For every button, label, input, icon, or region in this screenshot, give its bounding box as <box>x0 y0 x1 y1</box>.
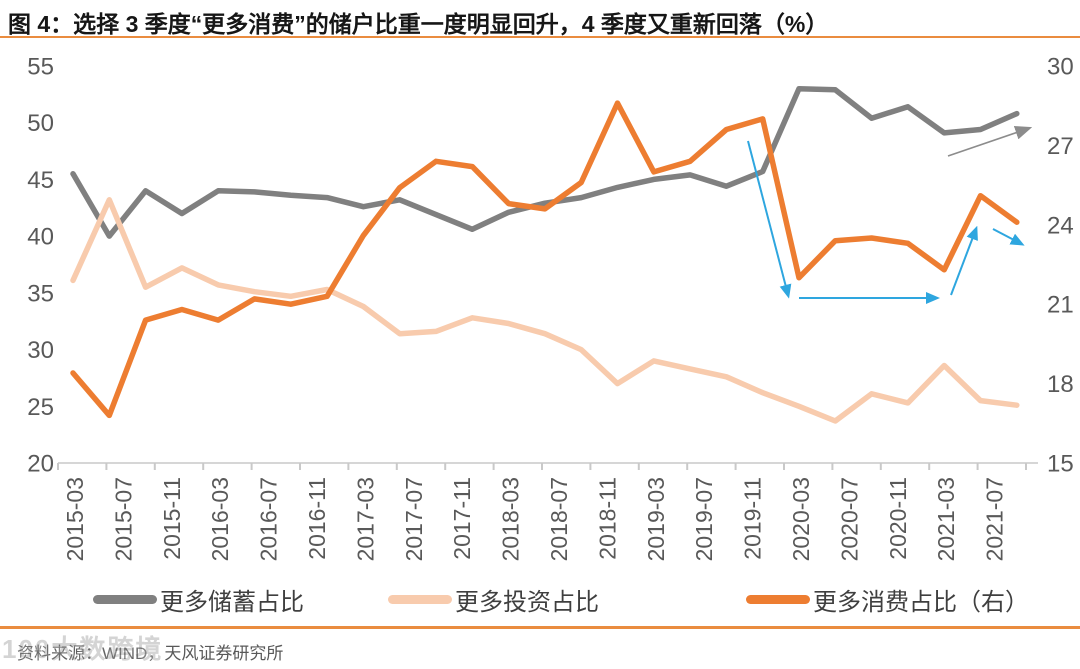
chart-legend: 更多储蓄占比 更多投资占比 更多消费占比（右） <box>0 581 1080 617</box>
annotation-rebound-arrow <box>950 225 978 296</box>
series-line-investment <box>70 197 1020 424</box>
legend-item-savings: 更多储蓄占比 <box>93 582 304 617</box>
x-tick-label: 2017-11 <box>449 477 475 560</box>
y-left-label: 50 <box>27 110 54 137</box>
y-left-label: 40 <box>27 224 54 251</box>
source-note: 资料来源：WIND，天风证券研究所 <box>17 644 284 663</box>
investment-swatch <box>388 594 452 604</box>
y-right-label: 18 <box>1047 371 1074 398</box>
y-left-label: 35 <box>27 280 54 307</box>
x-tick-label: 2020-03 <box>788 477 814 561</box>
x-tick-label: 2016-07 <box>256 477 282 561</box>
x-tick-label: 2018-03 <box>498 477 524 561</box>
x-tick-label: 2015-11 <box>159 477 185 560</box>
y-left-label: 45 <box>27 167 54 194</box>
x-tick-label: 2021-07 <box>982 477 1008 561</box>
x-tick-label: 2019-07 <box>691 477 717 561</box>
y-right-label: 30 <box>1047 54 1074 81</box>
y-right-label: 27 <box>1047 133 1074 160</box>
title-divider <box>0 36 1080 38</box>
chart-svg: 2015-03 2015-07 2015-11 2016-03 2016-07 2016-… <box>27 54 1074 562</box>
series-line-consumption <box>70 100 1020 419</box>
y-left-label: 20 <box>27 451 54 478</box>
legend-label-consumption: 更多消费占比（右） <box>813 588 1029 616</box>
x-tick-label: 2018-07 <box>546 477 572 561</box>
y-right-label: 21 <box>1047 292 1074 319</box>
legend-item-consumption: 更多消费占比（右） <box>746 582 1029 617</box>
y-axis-right-labels: 30 27 24 21 18 15 <box>1047 54 1074 478</box>
x-tick-label: 2018-11 <box>594 477 620 560</box>
chart-title: 图 4：选择 3 季度“更多消费”的储户比重一度明显回升，4 季度又重新回落（%… <box>8 11 829 37</box>
y-left-label: 55 <box>27 54 54 81</box>
series-line-savings <box>70 85 1020 239</box>
footer-divider <box>0 626 1080 629</box>
x-tick-label: 2016-03 <box>207 477 233 561</box>
x-tick-label: 2019-11 <box>740 477 766 560</box>
legend-label-savings: 更多储蓄占比 <box>160 588 304 616</box>
x-tick-label: 2016-11 <box>304 477 330 560</box>
x-tick-labels: 2015-03 2015-07 2015-11 2016-03 2016-07 2016-… <box>62 477 1008 561</box>
x-tick-label: 2019-03 <box>643 477 669 561</box>
x-tick-label: 2015-03 <box>62 477 88 561</box>
x-tick-label: 2020-07 <box>836 477 862 561</box>
legend-item-investment: 更多投资占比 <box>388 582 599 617</box>
annotation-savings-trend-arrow <box>947 126 1033 157</box>
y-axis-left-labels: 55 50 45 40 35 30 25 20 <box>27 54 54 478</box>
y-right-label: 15 <box>1047 451 1074 478</box>
chart-area: 2015-03 2015-07 2015-11 2016-03 2016-07 2016-… <box>0 40 1080 580</box>
consumption-swatch <box>746 594 810 604</box>
x-tick-label: 2020-11 <box>885 477 911 560</box>
annotation-fall-arrow <box>992 228 1025 246</box>
x-tick-label: 2017-07 <box>401 477 427 561</box>
y-left-label: 30 <box>27 337 54 364</box>
legend-label-investment: 更多投资占比 <box>455 588 599 616</box>
y-left-label: 25 <box>27 394 54 421</box>
annotation-drop-arrow <box>747 140 792 299</box>
x-axis <box>57 462 1038 470</box>
savings-swatch <box>93 594 157 604</box>
x-tick-label: 2017-03 <box>352 477 378 561</box>
x-tick-label: 2015-07 <box>110 477 136 561</box>
x-tick-label: 2021-03 <box>933 477 959 561</box>
y-right-label: 24 <box>1047 212 1074 239</box>
